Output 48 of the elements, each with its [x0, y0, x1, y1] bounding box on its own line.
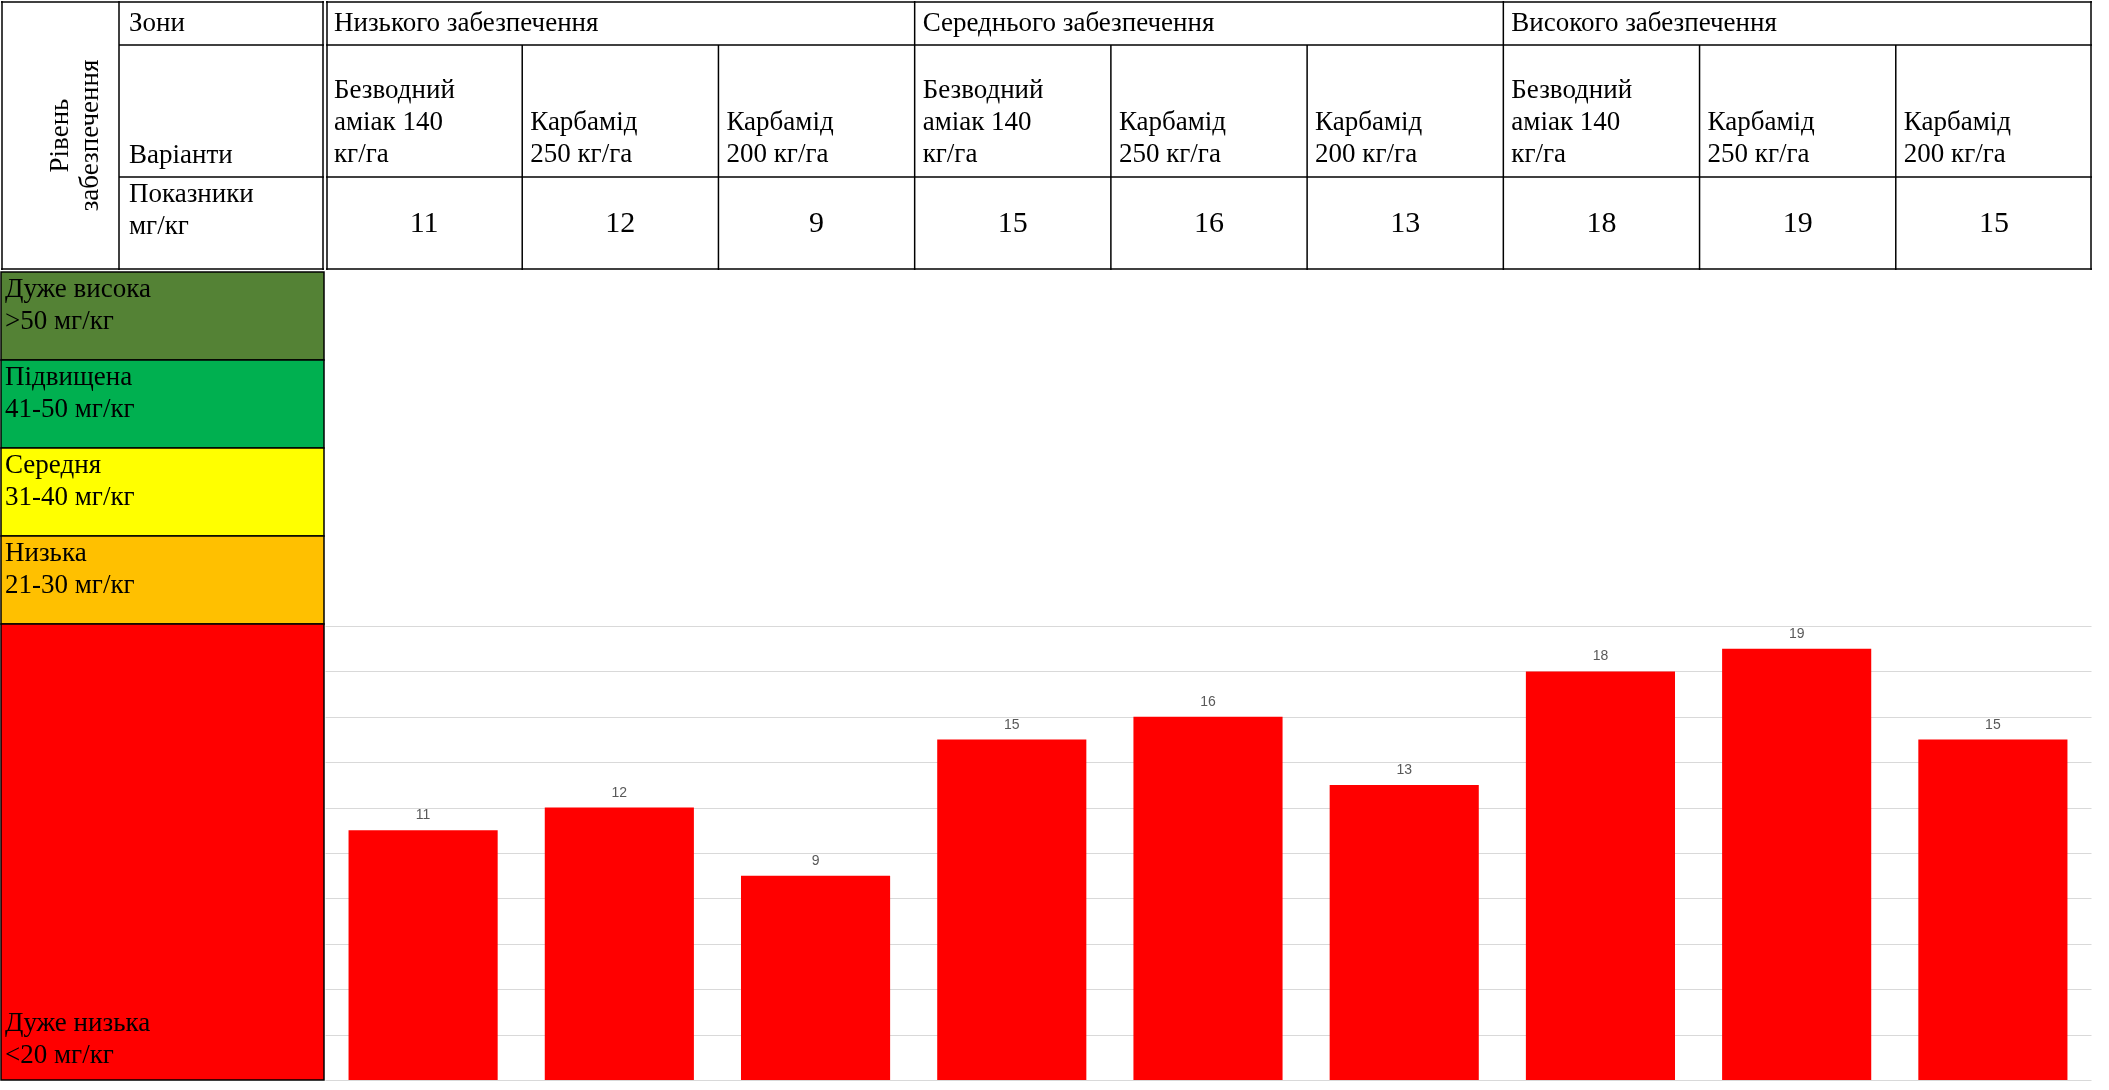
text: 12 [605, 205, 636, 238]
bar [1525, 671, 1676, 1080]
text: Варіанти [129, 139, 233, 169]
category-label: Безводний аміак 140 кг/га [334, 74, 455, 168]
data-label: 18 [1592, 647, 1609, 664]
category-label: Карбамід 250 кг/га [530, 106, 638, 168]
category-label: Дуже низька <20 мг/кг [5, 1007, 151, 1069]
bar [1722, 648, 1872, 1080]
category-label: Низька 21-30 мг/кг [5, 537, 135, 599]
text: Показники мг/кг [129, 178, 254, 240]
text: 18 [1586, 205, 1617, 238]
text: 16 [1194, 205, 1224, 238]
text: Високого забезпечення [1511, 7, 1777, 37]
bar [1133, 716, 1283, 1080]
text: Зони [129, 7, 185, 37]
text: 15 [1978, 205, 2009, 238]
category-label: Безводний аміак 140 кг/га [1511, 74, 1633, 168]
data-label: 9 [811, 851, 820, 868]
text: Низького забезпечення [334, 7, 599, 37]
data-label: 15 [1985, 715, 2001, 732]
category-label: Карбамід 250 кг/га [1118, 106, 1227, 168]
data-label: 16 [1200, 692, 1216, 709]
category-label: Карбамід 250 кг/га [1707, 106, 1815, 168]
category-label: Підвищена 41-50 мг/кг [5, 361, 135, 423]
data-label: 19 [1788, 624, 1805, 641]
bar [740, 875, 891, 1080]
bar [1918, 739, 2068, 1080]
bar [348, 830, 498, 1080]
data-label: 11 [415, 806, 431, 823]
text: 9 [809, 205, 825, 238]
category-label: Дуже висока >50 мг/кг [5, 273, 151, 335]
text: 13 [1390, 205, 1421, 238]
text: 15 [997, 205, 1028, 238]
text: 19 [1782, 205, 1813, 238]
category-label: Карбамід 200 кг/га [726, 106, 834, 168]
text: 11 [409, 205, 439, 238]
text: Рівень забезпечення [44, 59, 104, 212]
data-label: 12 [611, 783, 628, 800]
category-label: Безводний аміак 140 кг/га [922, 74, 1044, 168]
data-label: 13 [1396, 760, 1413, 777]
data-label: 15 [1003, 715, 1020, 732]
category-label: Карбамід 200 кг/га [1315, 106, 1423, 168]
bar [937, 739, 1087, 1080]
category-label: Середня 31-40 мг/кг [5, 449, 135, 511]
bar [544, 807, 694, 1080]
bar [1329, 784, 1479, 1080]
category-label: Карбамід 200 кг/га [1903, 106, 2011, 168]
text: Середнього забезпечення [922, 7, 1215, 37]
